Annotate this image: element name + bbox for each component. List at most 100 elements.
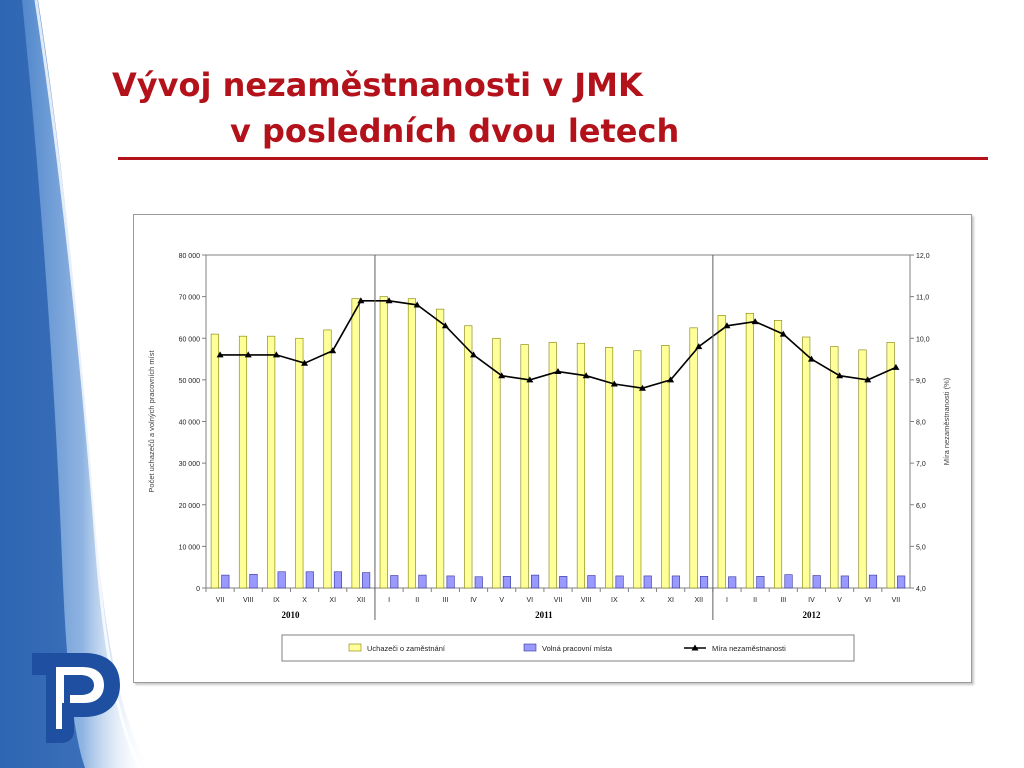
x-axis-tick-label: IX <box>611 597 618 604</box>
line-point <box>667 376 675 383</box>
left-axis-tick-label: 40 000 <box>179 420 201 427</box>
line-point <box>216 351 224 358</box>
x-axis-tick-label: X <box>302 597 307 604</box>
legend-swatch-volna-mista <box>523 643 537 652</box>
line-point <box>807 355 815 362</box>
bar-uchazeci <box>633 350 642 589</box>
line-point <box>244 351 252 358</box>
bar-uchazeci <box>436 308 445 589</box>
line-point <box>526 376 534 383</box>
bar-volna-mista <box>221 574 230 589</box>
bar-uchazeci <box>745 312 754 589</box>
left-axis-tick-label: 70 000 <box>179 295 201 302</box>
left-axis-tick-label: 30 000 <box>179 461 201 468</box>
x-axis-tick-label: III <box>442 597 448 604</box>
bar-volna-mista <box>643 575 652 589</box>
line-point <box>836 372 844 379</box>
x-axis-tick-label: VII <box>554 597 563 604</box>
slide-title-line1: Vývoj nezaměstnanosti v JMK <box>112 66 643 104</box>
line-point <box>695 343 703 350</box>
bar-volna-mista <box>502 576 511 589</box>
x-axis-tick-label: VII <box>216 597 225 604</box>
left-axis-tick-label: 0 <box>196 586 200 593</box>
bar-volna-mista <box>277 571 286 589</box>
legend-swatch-mira-marker <box>691 644 699 651</box>
left-axis-tick-label: 50 000 <box>179 378 201 385</box>
bar-uchazeci <box>576 342 585 589</box>
legend-label-mira: Míra nezaměstnanosti <box>712 644 786 653</box>
bar-volna-mista <box>531 574 540 589</box>
bar-volna-mista <box>474 576 483 589</box>
line-point <box>385 297 393 304</box>
bar-uchazeci <box>492 337 501 589</box>
p-logo-icon <box>32 653 120 743</box>
line-point <box>864 376 872 383</box>
x-axis-tick-label: VI <box>527 597 534 604</box>
slide-title-line2: v posledních dvou letech <box>230 112 680 150</box>
left-axis-tick-label: 20 000 <box>179 503 201 510</box>
x-axis-tick-label: II <box>415 597 419 604</box>
right-axis-title: Míra nezaměstnanosti (%) <box>942 377 951 465</box>
bar-uchazeci <box>267 335 276 589</box>
x-axis-tick-label: XI <box>329 597 336 604</box>
x-axis-tick-label: V <box>837 597 842 604</box>
bar-uchazeci <box>520 344 529 589</box>
right-axis-tick-label: 9,0 <box>916 378 926 385</box>
right-axis-tick-label: 8,0 <box>916 420 926 427</box>
bar-uchazeci <box>210 333 219 589</box>
x-axis-tick-label: XI <box>667 597 674 604</box>
bar-uchazeci <box>379 296 388 589</box>
bar-uchazeci <box>351 298 360 589</box>
line-point <box>638 384 646 391</box>
bar-volna-mista <box>305 571 314 589</box>
bar-volna-mista <box>868 574 878 589</box>
bar-uchazeci <box>802 336 811 589</box>
legend-label-volna-mista: Volná pracovní místa <box>542 644 613 653</box>
bar-uchazeci <box>238 335 248 589</box>
bar-uchazeci <box>773 320 783 589</box>
line-point <box>723 322 731 329</box>
bar-uchazeci <box>661 345 670 589</box>
line-point <box>582 372 590 379</box>
bar-uchazeci <box>830 346 839 589</box>
bar-uchazeci <box>886 342 895 589</box>
bar-volna-mista <box>333 571 343 589</box>
legend-swatch-uchazeci <box>348 643 362 652</box>
unemployment-chart: 0 10 000 20 000 30 000 40 000 50 000 60 000 70 … <box>147 253 951 662</box>
line-point <box>441 322 449 329</box>
line-point <box>329 347 337 354</box>
x-axis-tick-label: IV <box>470 597 477 604</box>
bar-uchazeci <box>605 347 614 589</box>
line-point <box>610 380 618 387</box>
legend-box <box>281 634 855 662</box>
plot-area <box>205 254 911 589</box>
bar-volna-mista <box>812 575 821 589</box>
bar-volna-mista <box>840 575 849 589</box>
year-label: 2012 <box>802 610 821 620</box>
x-axis-tick-label: V <box>499 597 504 604</box>
line-point <box>413 301 421 308</box>
right-axis-tick-label: 12,0 <box>916 253 930 260</box>
bar-volna-mista <box>784 574 793 589</box>
line-point <box>301 359 309 366</box>
line-point <box>357 297 365 304</box>
x-axis-tick-label: VII <box>892 597 901 604</box>
bar-volna-mista <box>897 575 906 589</box>
bar-volna-mista <box>587 575 596 589</box>
chart-frame: 0 10 000 20 000 30 000 40 000 50 000 60 000 70 … <box>133 214 972 683</box>
side-decoration <box>0 0 150 768</box>
bar-volna-mista <box>728 576 737 589</box>
bar-uchazeci <box>323 329 332 589</box>
slide-title: Vývoj nezaměstnanosti v JMK v posledních… <box>112 62 679 154</box>
bar-volna-mista <box>418 574 427 589</box>
bar-volna-mista <box>756 576 765 589</box>
left-axis-tick-label: 60 000 <box>179 336 201 343</box>
x-axis-tick-label: VIII <box>581 597 592 604</box>
line-point <box>470 351 478 358</box>
line-point <box>751 318 759 325</box>
line-point <box>892 363 900 370</box>
right-axis-tick-label: 11,0 <box>916 295 929 302</box>
bar-volna-mista <box>446 575 455 589</box>
bar-volna-mista <box>615 575 624 589</box>
bar-uchazeci <box>295 337 304 589</box>
